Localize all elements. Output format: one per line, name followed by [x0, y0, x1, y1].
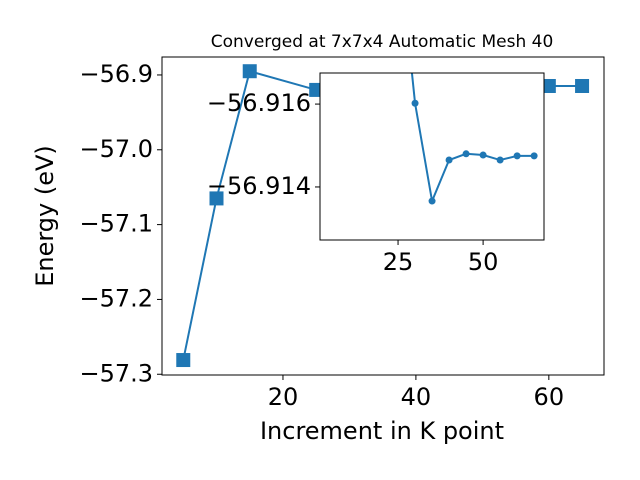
marker [530, 152, 538, 160]
y-tick-label: −56.916 [207, 89, 311, 117]
marker [242, 64, 257, 79]
marker [411, 99, 419, 107]
marker [496, 156, 504, 164]
marker [575, 78, 590, 93]
x-tick-label: 20 [268, 383, 299, 411]
y-tick-label: −56.9 [79, 60, 153, 88]
axes-frame [319, 72, 545, 241]
marker [428, 197, 436, 205]
marker [479, 151, 487, 159]
y-tick-label: −57.0 [79, 135, 153, 163]
marker [513, 152, 521, 160]
x-tick-label: 60 [534, 383, 565, 411]
chart-title: Converged at 7x7x4 Automatic Mesh 40 [211, 32, 554, 52]
y-tick-label: −57.3 [79, 359, 153, 387]
y-tick-label: −56.914 [207, 172, 311, 200]
plot-area [320, 73, 544, 240]
y-axis-label: Energy (eV) [31, 145, 59, 287]
plot-content [410, 73, 538, 205]
y-tick-label: −57.2 [79, 284, 153, 312]
y-tick-label: −57.1 [79, 210, 153, 238]
axes-frame [161, 56, 605, 376]
x-tick-label: 25 [383, 248, 414, 276]
marker [462, 150, 470, 158]
marker [209, 191, 224, 206]
x-tick-label: 40 [401, 383, 432, 411]
marker [445, 156, 453, 164]
marker [541, 78, 556, 93]
marker [176, 353, 191, 368]
x-axis-label: Increment in K point [260, 417, 504, 445]
x-tick-label: 50 [468, 248, 499, 276]
